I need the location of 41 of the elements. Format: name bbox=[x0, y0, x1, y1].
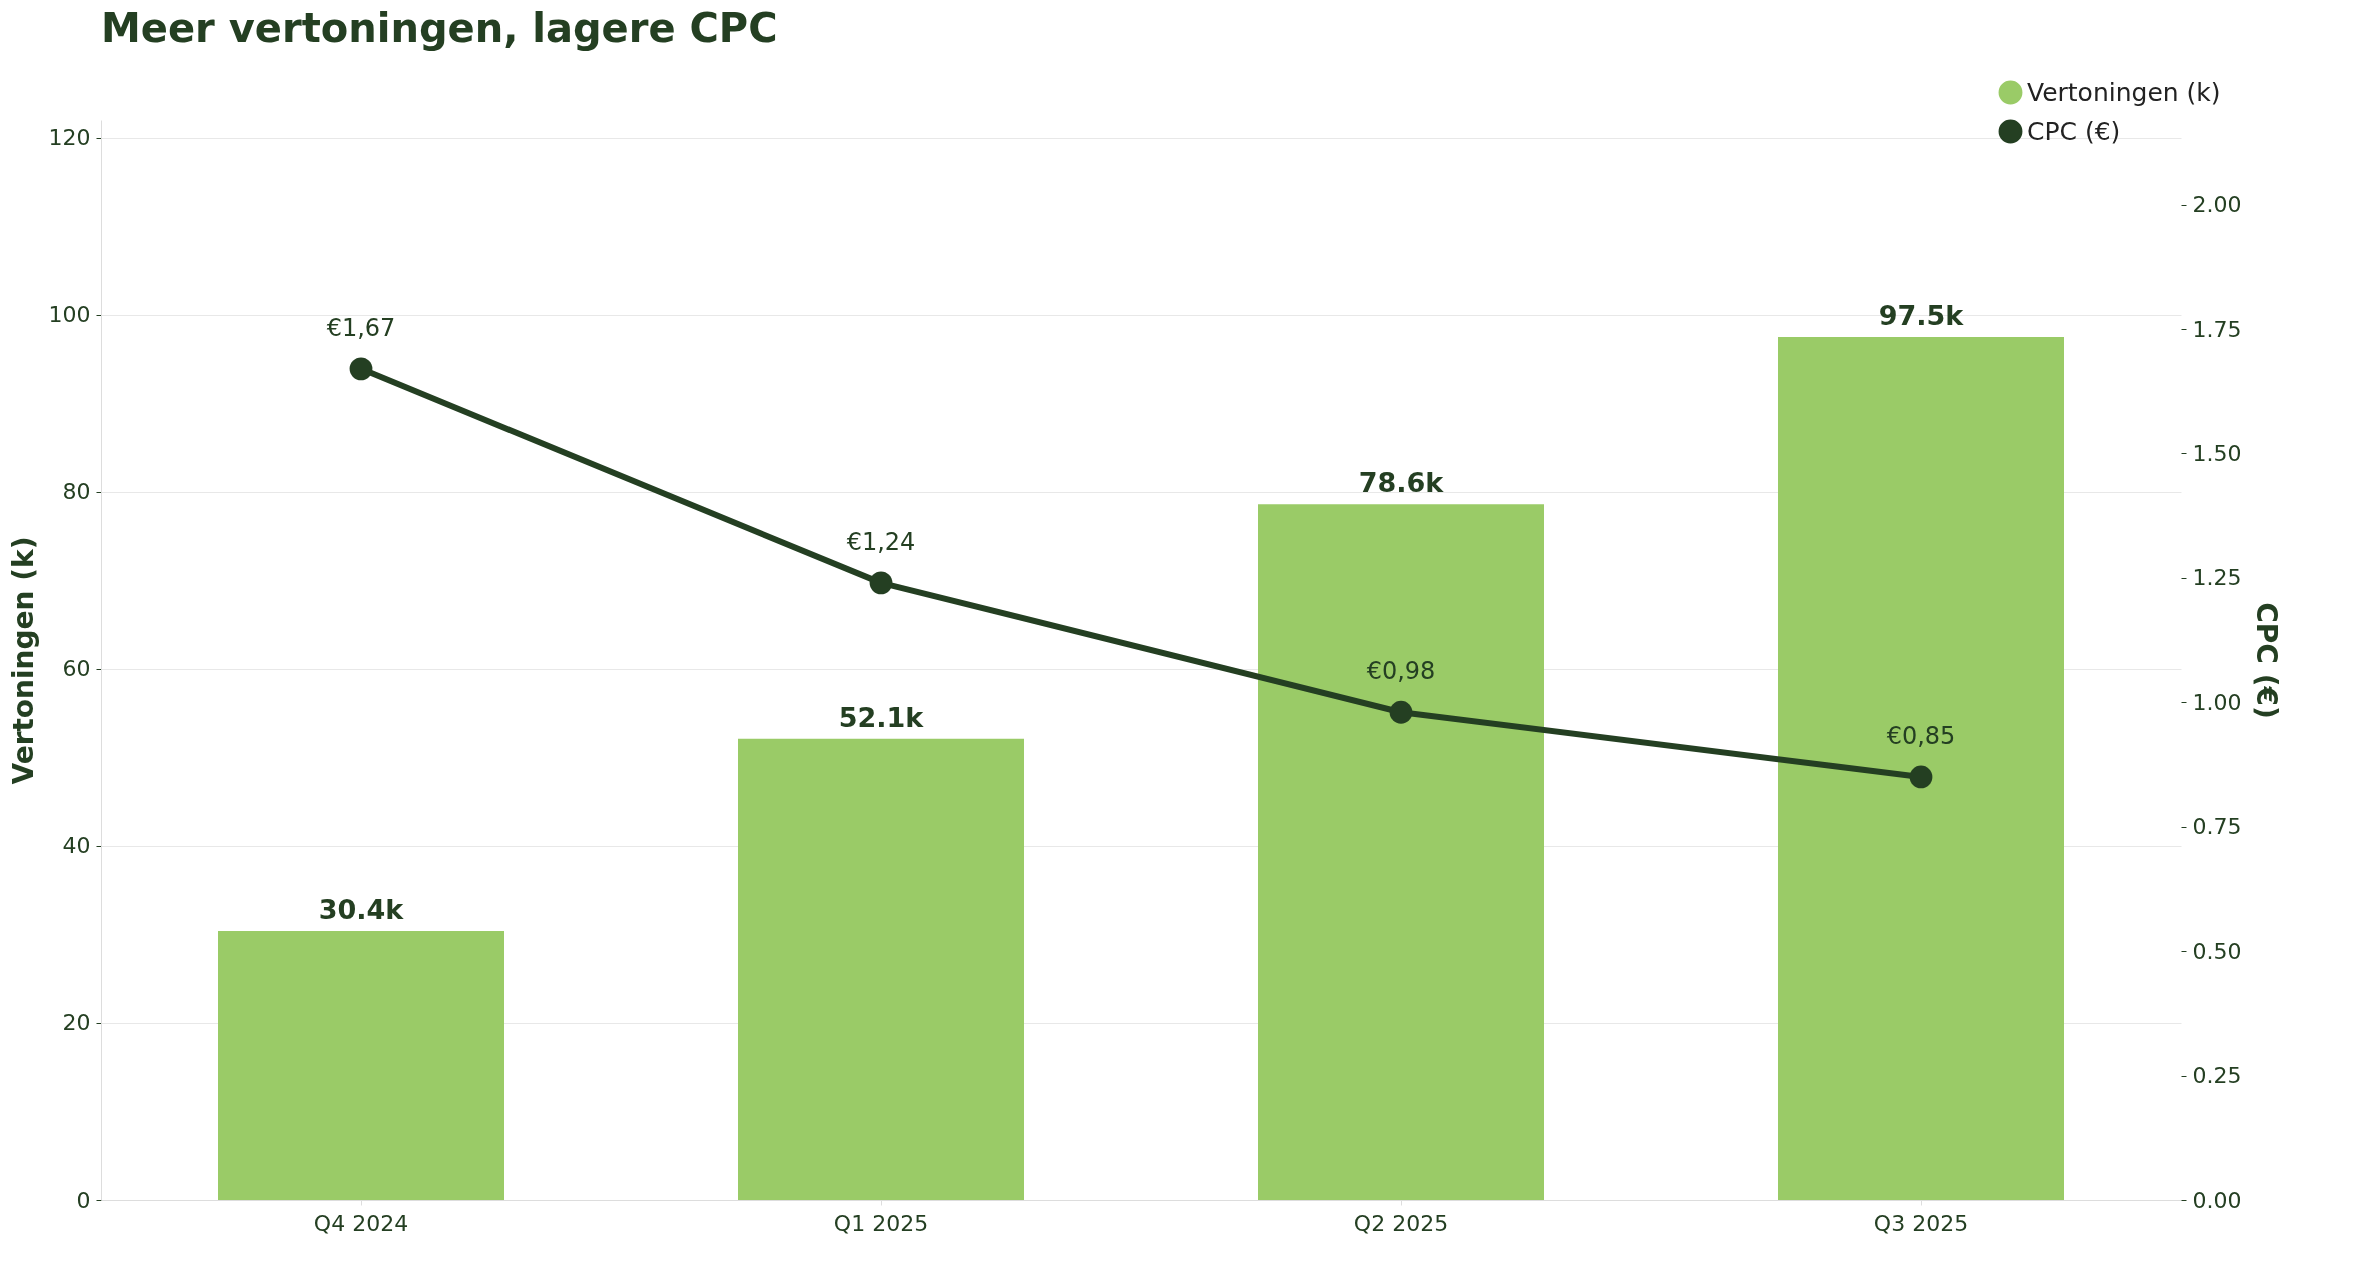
y2-tick-label: 2.00 bbox=[2192, 192, 2242, 218]
point bbox=[349, 357, 373, 381]
x-tick-label: Q4 2024 bbox=[313, 1210, 409, 1236]
data-label: €1,67 bbox=[326, 313, 396, 342]
y2-tick-label: 1.25 bbox=[2192, 565, 2242, 591]
data-label: 30.4k bbox=[318, 893, 405, 925]
y2-tick-label: 0.25 bbox=[2192, 1063, 2242, 1089]
bar bbox=[738, 738, 1024, 1200]
y-tick-label: 80 bbox=[62, 479, 91, 505]
y2-tick-label: 1.00 bbox=[2192, 689, 2242, 715]
y2-tick-label: 1.50 bbox=[2192, 440, 2242, 466]
legend-label: CPC (€) bbox=[2027, 116, 2121, 146]
y2-tick-label: 0.00 bbox=[2192, 1187, 2242, 1213]
x-tick-label: Q3 2025 bbox=[1873, 1210, 1969, 1236]
legend-label: Vertoningen (k) bbox=[2027, 77, 2221, 107]
point bbox=[1909, 765, 1933, 789]
data-label: €1,24 bbox=[846, 527, 916, 556]
point bbox=[869, 571, 893, 595]
y-tick-label: 0 bbox=[76, 1187, 91, 1213]
data-label: 78.6k bbox=[1358, 467, 1445, 499]
y2-axis-title: CPC (€) bbox=[2250, 602, 2284, 719]
bar bbox=[1778, 336, 2064, 1200]
data-label: €0,98 bbox=[1366, 657, 1436, 686]
y-tick-label: 120 bbox=[48, 125, 91, 151]
bar bbox=[218, 930, 504, 1200]
point bbox=[1389, 700, 1413, 724]
data-label: 52.1k bbox=[838, 701, 925, 733]
y2-tick-label: 1.75 bbox=[2192, 316, 2242, 342]
chart-title: Meer vertoningen, lagere CPC bbox=[101, 5, 778, 51]
y-tick-label: 40 bbox=[62, 833, 91, 859]
y2-tick-label: 0.50 bbox=[2192, 938, 2242, 964]
x-tick-label: Q1 2025 bbox=[833, 1210, 929, 1236]
y-tick-label: 20 bbox=[62, 1010, 91, 1036]
bar bbox=[1258, 504, 1544, 1200]
y-axis-title: Vertoningen (k) bbox=[6, 536, 40, 785]
y2-tick-label: 0.75 bbox=[2192, 814, 2242, 840]
x-tick-label: Q2 2025 bbox=[1353, 1210, 1449, 1236]
data-label: €0,85 bbox=[1886, 721, 1956, 750]
data-label: 97.5k bbox=[1878, 299, 1965, 331]
y-tick-label: 100 bbox=[48, 302, 91, 328]
y-tick-label: 60 bbox=[62, 656, 91, 682]
